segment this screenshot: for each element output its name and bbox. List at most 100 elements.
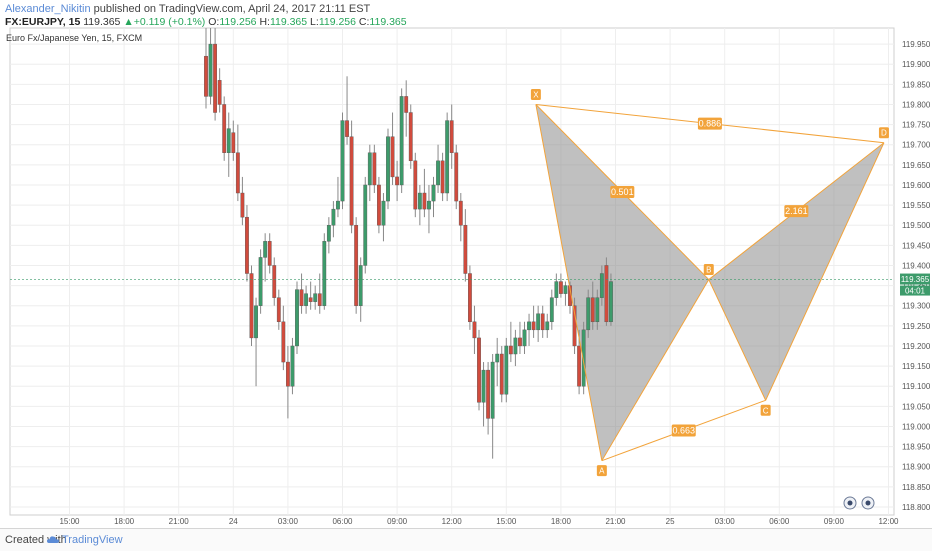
candle-body — [577, 345, 582, 387]
candle-body — [249, 273, 254, 339]
candle-body — [340, 120, 345, 202]
time-tag: 04:01 — [905, 287, 926, 296]
candle-body — [372, 152, 377, 186]
low-value: 119.256 — [318, 16, 356, 28]
candle-body — [545, 321, 550, 331]
symbol-label: FX:EURJPY, 15 — [5, 16, 81, 28]
y-tick-label: 119.700 — [902, 141, 931, 150]
pattern-point-bg — [878, 127, 889, 139]
candle-body — [572, 305, 577, 347]
candle-body — [267, 241, 272, 266]
tradingview-brand-link[interactable]: TradingView — [62, 534, 123, 546]
ratio-label: 0.886 — [699, 119, 722, 129]
candle-body — [331, 208, 336, 226]
y-tick-label: 119.750 — [902, 121, 931, 130]
candle-body — [404, 96, 409, 113]
candle-body — [272, 265, 277, 298]
candle-body — [472, 321, 477, 339]
pattern-point-bg — [703, 264, 714, 276]
candle-body — [226, 128, 231, 153]
x-tick-label: 21:00 — [169, 517, 190, 526]
high-label: H: — [259, 16, 270, 28]
x-tick-label: 15:00 — [59, 517, 80, 526]
tradingview-cloud-icon — [47, 536, 59, 543]
candle-body — [363, 184, 368, 266]
candle-body — [276, 297, 281, 323]
pattern-leg — [765, 142, 885, 401]
candle-body — [222, 104, 227, 153]
y-tick-label: 118.850 — [902, 483, 931, 492]
candle-body — [436, 160, 440, 186]
candle-body — [549, 297, 554, 323]
candle-body — [258, 257, 263, 306]
y-tick-label: 119.050 — [902, 402, 931, 411]
candle-body — [590, 297, 595, 323]
candle-body — [559, 281, 563, 294]
x-tick-label: 12:00 — [878, 517, 899, 526]
candle-body — [235, 152, 240, 194]
pattern-point-label: X — [533, 90, 539, 99]
close-label: C: — [358, 16, 370, 28]
y-tick-label: 119.900 — [902, 60, 931, 69]
y-tick-label: 119.500 — [902, 221, 931, 230]
candle-body — [317, 293, 322, 306]
ratio-label-bg — [610, 186, 635, 199]
candle-body — [386, 136, 390, 202]
y-tick-label: 118.950 — [902, 443, 931, 452]
footer-bar: Created with TradingView — [0, 528, 932, 551]
y-tick-label: 119.150 — [902, 362, 931, 371]
close-value: 119.365 — [369, 16, 407, 28]
candle-body — [345, 120, 349, 137]
candle-body — [495, 353, 500, 363]
candle-body — [281, 321, 286, 363]
candle-body — [413, 160, 418, 210]
y-tick-label: 119.200 — [902, 342, 931, 351]
candle-body — [240, 192, 245, 218]
event-marker-dot — [847, 500, 853, 506]
publish-info: Alexander_Nikitin published on TradingVi… — [5, 3, 370, 15]
x-tick-label: 06:00 — [332, 517, 353, 526]
candle-body — [463, 225, 468, 274]
candle-body — [399, 96, 404, 186]
candle-body — [454, 152, 459, 202]
y-tick-label: 119.650 — [902, 161, 931, 170]
candle-body — [563, 285, 568, 294]
candle-body — [481, 369, 486, 403]
candle-body — [477, 337, 481, 403]
candle-body — [486, 369, 490, 419]
ratio-label: 0.501 — [611, 187, 634, 197]
candles — [204, 28, 613, 459]
candle-body — [254, 305, 258, 339]
y-tick-label: 119.800 — [902, 100, 931, 109]
y-tick-label: 119.950 — [902, 40, 931, 49]
candle-body — [445, 120, 450, 194]
candle-body — [295, 289, 299, 347]
pattern-leg — [708, 279, 767, 401]
candle-body — [322, 241, 327, 306]
candle-body — [581, 329, 586, 387]
author-link[interactable]: Alexander_Nikitin — [5, 3, 91, 15]
ratio-label: 0.663 — [672, 425, 695, 435]
candle-body — [531, 321, 536, 331]
ratio-label: 2.161 — [785, 206, 808, 216]
candle-body — [290, 345, 295, 387]
y-tick-label: 119.450 — [902, 241, 931, 250]
candle-body — [299, 289, 304, 306]
candle-body — [527, 321, 531, 331]
candle-body — [286, 361, 290, 387]
pattern-point-bg — [596, 465, 607, 477]
high-value: 119.365 — [269, 16, 308, 28]
candle-body — [204, 55, 208, 97]
x-tick-label: 09:00 — [824, 517, 845, 526]
candle-body — [504, 345, 509, 395]
candle-body — [308, 297, 313, 302]
candle-body — [595, 297, 600, 323]
y-tick-label: 119.300 — [902, 302, 931, 311]
candle-body — [518, 337, 522, 347]
candle-body — [431, 184, 436, 202]
pattern-triangle-bcd — [708, 142, 884, 401]
candle-body — [422, 192, 427, 210]
candle-body — [499, 353, 504, 395]
x-tick-label: 03:00 — [715, 517, 736, 526]
